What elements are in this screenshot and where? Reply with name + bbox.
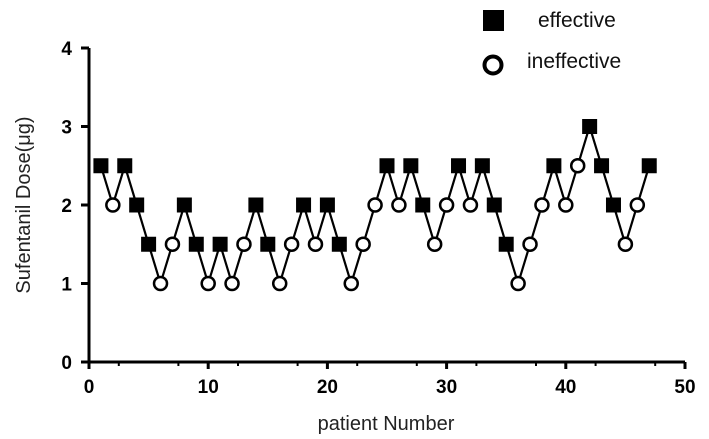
point-effective [403,158,419,174]
point-effective [486,197,502,213]
point-ineffective [200,275,216,292]
point-effective [212,236,228,252]
point-ineffective [438,197,455,213]
x-tick-label: 50 [674,377,695,398]
point-ineffective [617,236,634,252]
y-tick-label: 4 [61,39,72,60]
point-ineffective [283,236,300,252]
x-tick-label: 30 [436,377,457,398]
legend-ineffective-label: ineffective [527,50,621,73]
point-ineffective [271,275,288,292]
y-tick-label: 3 [61,118,72,139]
point-effective [260,236,276,252]
point-ineffective [236,236,252,252]
legend-effective-marker [483,10,504,31]
x-ticks: 0 10 20 30 40 50 [84,362,696,398]
point-effective [379,158,395,174]
point-ineffective [522,236,538,252]
point-ineffective [343,275,359,292]
legend-effective-label: effective [538,9,616,32]
y-ticks: 0 1 2 3 4 [61,39,89,374]
point-ineffective [164,236,181,252]
y-axis-title: Sufentanil Dose(μg) [13,116,35,293]
y-tick-label: 2 [61,196,72,217]
point-ineffective [391,197,407,213]
point-effective [248,197,264,213]
point-effective [117,158,133,174]
point-ineffective [224,275,240,292]
point-effective [546,158,562,174]
point-effective [176,197,192,213]
point-ineffective [534,197,550,213]
point-ineffective [105,197,121,213]
legend: effective ineffective [482,9,621,76]
point-effective [582,119,598,134]
point-ineffective [558,197,574,213]
y-tick-label: 1 [61,275,72,296]
data-points [93,119,657,292]
point-effective [498,236,514,252]
x-tick-label: 40 [555,377,576,398]
point-ineffective [462,197,479,213]
x-tick-label: 0 [84,377,95,398]
x-tick-label: 20 [317,377,338,398]
point-effective [129,197,145,213]
legend-ineffective-marker [482,54,504,76]
point-ineffective [367,197,383,213]
point-effective [188,236,204,252]
point-effective [415,197,431,213]
point-effective [474,158,490,174]
y-tick-label: 0 [61,353,72,374]
x-tick-label: 10 [198,377,219,398]
point-effective [641,158,657,174]
point-effective [93,158,109,174]
x-axis-title: patient Number [318,413,455,435]
point-effective [296,197,312,213]
point-ineffective [510,275,526,292]
point-ineffective [307,236,324,252]
point-ineffective [152,275,169,292]
point-ineffective [426,236,443,252]
point-ineffective [355,236,371,252]
point-effective [141,236,157,252]
point-effective [451,158,467,174]
point-ineffective [629,197,646,213]
point-effective [319,197,335,213]
point-effective [605,197,621,213]
point-ineffective [569,158,586,174]
point-effective [594,158,610,174]
point-effective [331,236,347,252]
